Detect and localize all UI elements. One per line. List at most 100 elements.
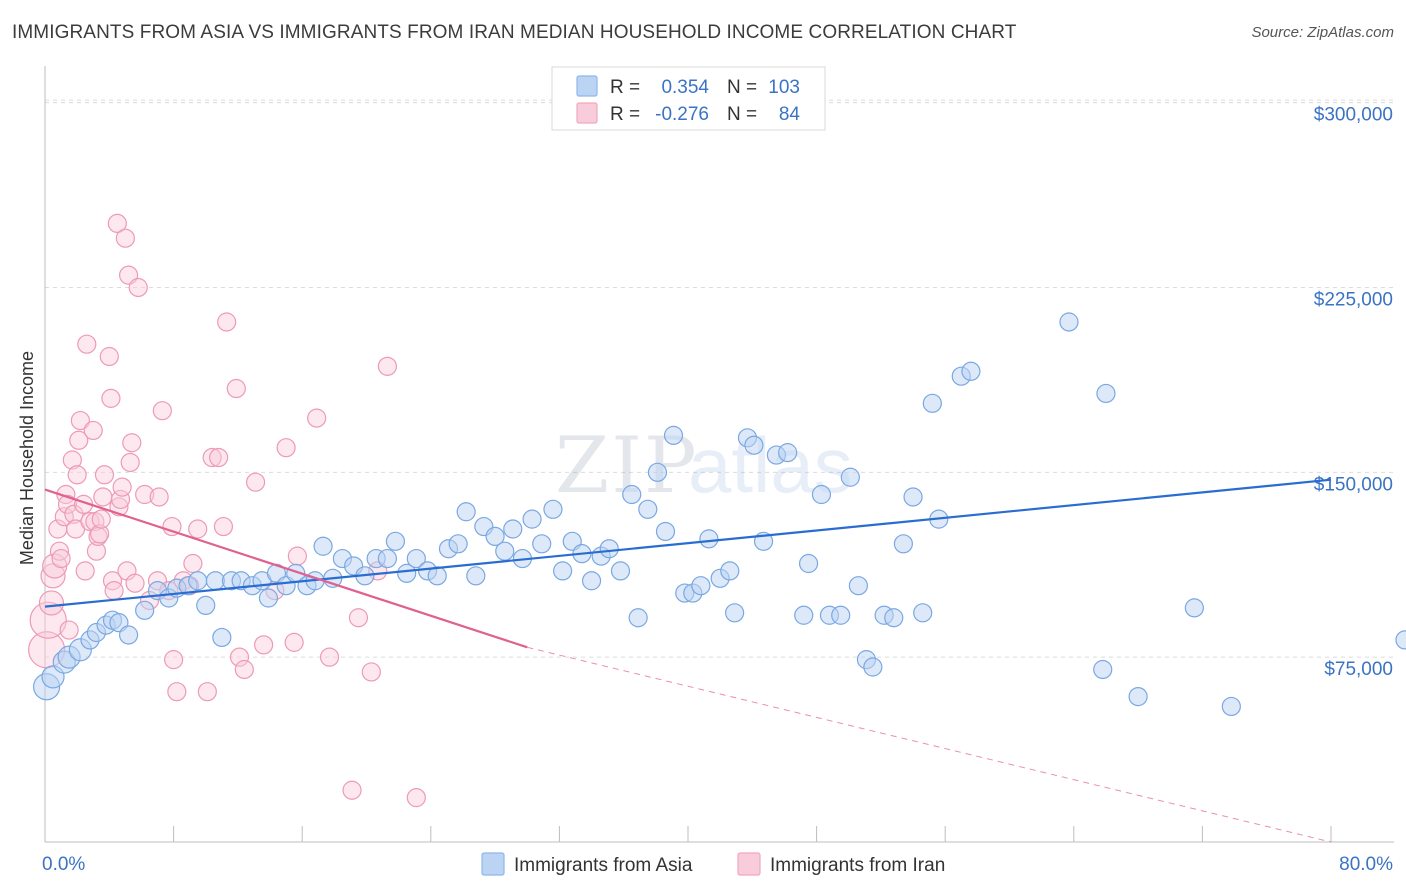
asia-point-45	[466, 566, 486, 586]
asia-point-103	[1395, 630, 1406, 650]
iran-point-56	[183, 553, 203, 574]
asia-point-73	[725, 603, 745, 623]
iran-point-66	[245, 472, 266, 492]
watermark: ZIP atlas	[555, 421, 853, 511]
iran-point-41	[120, 452, 140, 473]
iran-trend-extension	[527, 646, 1332, 843]
asia-point-51	[522, 509, 542, 529]
bottom-legend-swatch-asia	[481, 852, 505, 876]
asia-point-66	[663, 425, 684, 445]
asia-point-49	[503, 519, 523, 539]
iran-point-16	[69, 430, 89, 450]
iran-point-57	[188, 519, 208, 539]
iran-point-7	[51, 548, 71, 569]
legend-n-value-asia: 103	[768, 77, 800, 98]
iran-point-11	[59, 620, 79, 640]
asia-point-75	[744, 435, 764, 455]
legend-r-label-iran: R =	[610, 104, 640, 125]
iran-point-10	[57, 494, 78, 514]
chart-title: IMMIGRANTS FROM ASIA VS IMMIGRANTS FROM …	[12, 22, 1017, 43]
iran-point-69	[276, 438, 296, 458]
asia-point-63	[638, 499, 658, 519]
asia-point-57	[581, 571, 602, 591]
iran-point-51	[162, 516, 182, 537]
asia-point-72	[720, 561, 740, 581]
iran-point-12	[62, 450, 82, 470]
iran-point-74	[342, 780, 362, 800]
bottom-legend-label-asia: Immigrants from Asia	[514, 855, 693, 876]
asia-point-97	[1059, 312, 1079, 332]
series-asia-points	[33, 312, 1406, 717]
asia-point-81	[811, 484, 832, 505]
asia-point-17	[196, 595, 216, 616]
iran-point-72	[307, 408, 327, 428]
x-tick-label-1: 80.0%	[1339, 854, 1393, 875]
iran-point-27	[91, 509, 111, 529]
asia-point-101	[1184, 598, 1204, 618]
asia-point-91	[903, 487, 923, 507]
y-tick-labels: $75,000 $150,000 $225,000 $300,000	[1314, 105, 1393, 681]
iran-point-59	[202, 447, 222, 468]
asia-point-38	[397, 563, 417, 583]
iran-point-79	[406, 788, 426, 808]
asia-point-16	[188, 571, 208, 591]
series-iran-points	[28, 213, 426, 808]
asia-point-84	[840, 467, 860, 487]
asia-point-89	[884, 608, 904, 628]
asia-point-11	[135, 600, 155, 620]
iran-point-3	[40, 563, 66, 589]
iran-point-76	[361, 662, 381, 682]
iran-point-1	[29, 601, 67, 639]
asia-point-98	[1093, 659, 1113, 680]
asia-point-80	[798, 553, 819, 574]
x-tick-label-0: 0.0%	[42, 854, 85, 875]
asia-point-100	[1128, 686, 1148, 707]
iran-point-2	[38, 590, 65, 616]
iran-point-6	[49, 541, 70, 561]
iran-point-36	[110, 489, 131, 510]
iran-point-48	[149, 487, 169, 507]
legend-n-label-iran: N =	[727, 104, 757, 125]
asia-point-93	[922, 393, 942, 413]
y-tick-label-1: $150,000	[1314, 474, 1393, 495]
iran-point-58	[197, 682, 217, 702]
legend-r-label-asia: R =	[610, 77, 640, 98]
iran-point-15	[67, 465, 87, 485]
asia-trend-line	[44, 478, 1332, 608]
iran-point-78	[377, 356, 397, 376]
asia-point-43	[448, 534, 468, 554]
asia-point-61	[622, 484, 642, 505]
iran-point-31	[101, 388, 121, 408]
iran-point-17	[70, 410, 90, 431]
iran-point-65	[234, 659, 254, 680]
iran-point-20	[77, 334, 97, 354]
asia-point-30	[313, 536, 333, 556]
asia-point-79	[794, 605, 814, 625]
iran-point-67	[254, 635, 274, 655]
asia-point-85	[848, 576, 868, 596]
asia-point-53	[543, 499, 563, 519]
asia-point-18	[205, 571, 225, 591]
iran-point-44	[128, 277, 148, 298]
iran-point-63	[226, 378, 246, 399]
bottom-legend-swatch-iran	[737, 852, 761, 876]
asia-point-70	[699, 529, 719, 549]
asia-point-44	[456, 502, 476, 522]
iran-point-33	[104, 581, 124, 601]
iran-point-71	[287, 546, 307, 566]
asia-point-52	[532, 534, 552, 554]
asia-point-47	[485, 526, 505, 547]
asia-point-64	[647, 462, 668, 482]
iran-point-70	[284, 632, 304, 652]
iran-point-28	[93, 487, 113, 507]
asia-point-87	[863, 657, 883, 677]
asia-point-62	[628, 608, 648, 628]
iran-point-45	[135, 484, 155, 505]
asia-point-92	[913, 603, 933, 623]
asia-point-78	[778, 443, 798, 463]
x-tick-labels: 0.0% 80.0%	[42, 854, 1393, 875]
asia-point-60	[610, 561, 631, 581]
iran-trend-line	[44, 488, 528, 649]
asia-point-59	[599, 539, 619, 559]
legend-swatch-iran	[576, 102, 598, 124]
